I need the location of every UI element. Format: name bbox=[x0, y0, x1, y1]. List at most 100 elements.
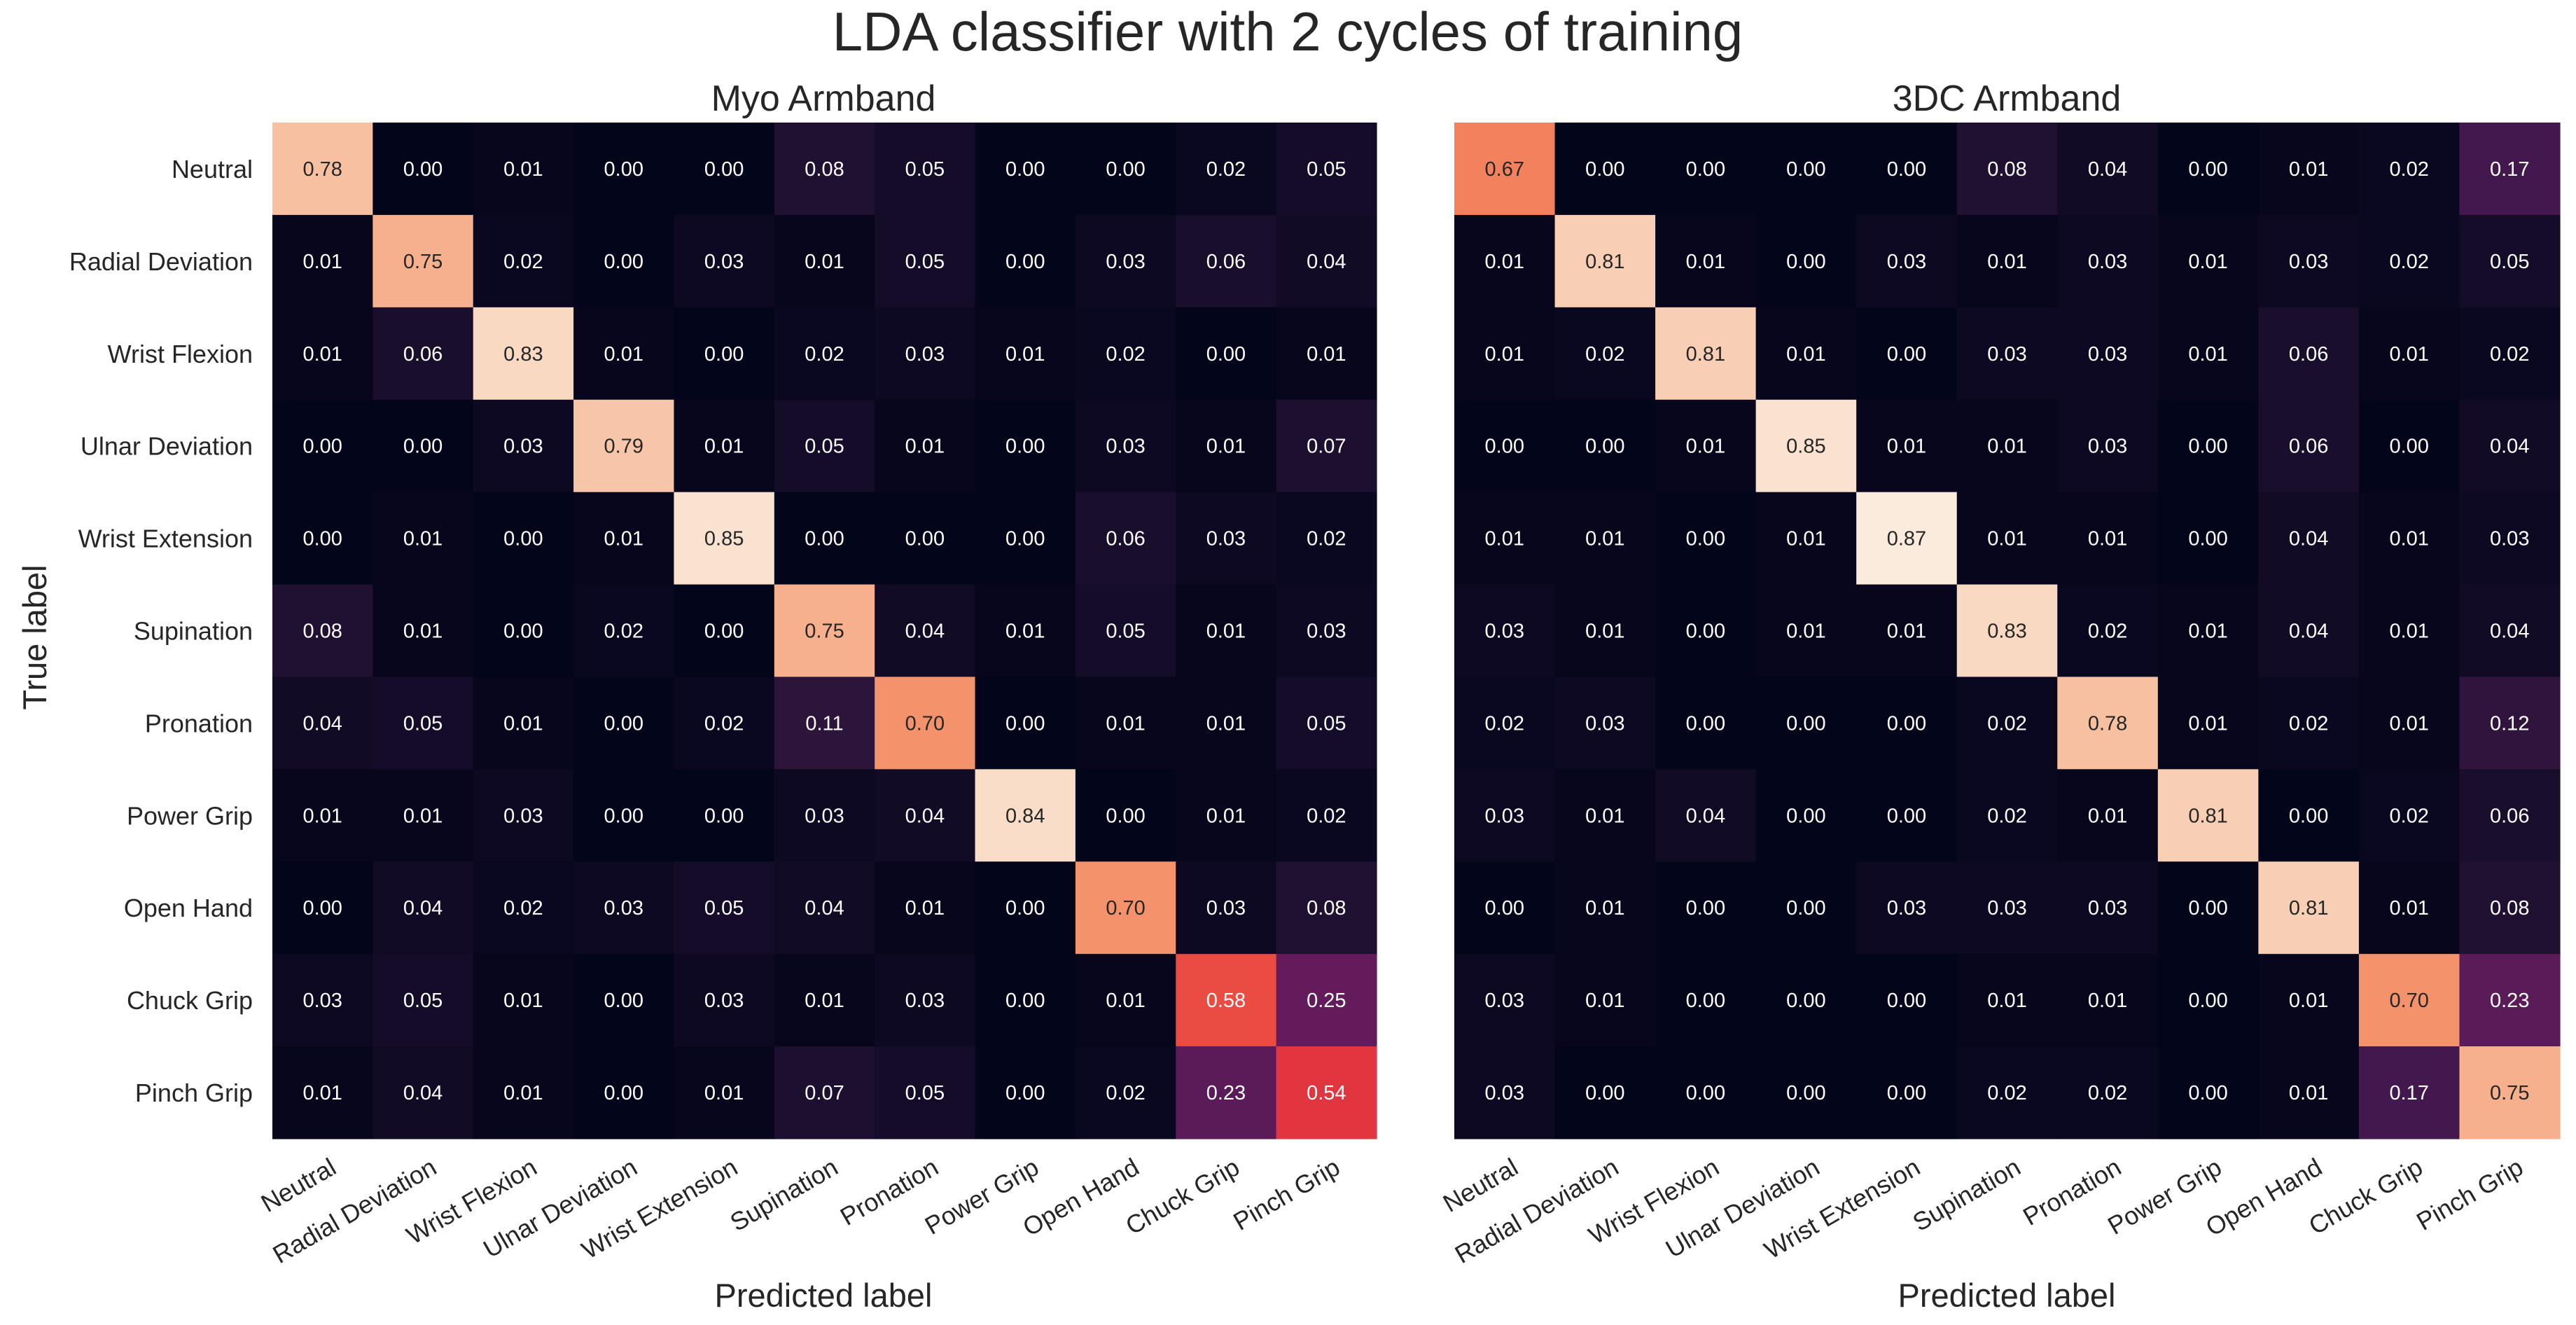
cell-value-label: 0.67 bbox=[1485, 158, 1524, 181]
heatmap-cell bbox=[1454, 861, 1556, 955]
heatmap-cell bbox=[1176, 123, 1277, 216]
heatmap-cell bbox=[2258, 677, 2360, 770]
cell-value-label: 0.00 bbox=[1686, 158, 1725, 181]
heatmap-cell bbox=[272, 584, 373, 678]
cell-value-label: 0.01 bbox=[2289, 990, 2328, 1012]
cell-value-label: 0.03 bbox=[1987, 343, 2026, 366]
cell-value-label: 0.00 bbox=[604, 158, 643, 181]
heatmap-cell bbox=[2057, 954, 2159, 1047]
cell-value-label: 0.11 bbox=[805, 712, 843, 735]
heatmap-cell bbox=[272, 307, 373, 401]
heatmap-cell bbox=[2459, 769, 2561, 862]
cell-value-label: 0.01 bbox=[2289, 1082, 2328, 1104]
cell-value-label: 0.02 bbox=[704, 712, 744, 735]
cell-value-label: 0.00 bbox=[2188, 1082, 2227, 1104]
cell-value-label: 0.70 bbox=[1106, 897, 1145, 920]
heatmap-cell bbox=[875, 954, 976, 1047]
cell-value-label: 0.00 bbox=[1887, 1082, 1926, 1104]
heatmap-cell bbox=[1655, 677, 1757, 770]
heatmap-cell bbox=[1075, 954, 1176, 1047]
cell-value-label: 0.03 bbox=[704, 251, 744, 273]
heatmap-cell bbox=[1755, 677, 1857, 770]
cell-value-label: 0.02 bbox=[2389, 251, 2428, 273]
heatmap-cell bbox=[373, 399, 474, 493]
heatmap-cell bbox=[1075, 1046, 1176, 1139]
y-tick-label: Open Hand bbox=[124, 894, 253, 922]
cell-value-label: 0.02 bbox=[1987, 805, 2026, 827]
cell-value-label: 0.00 bbox=[704, 343, 744, 366]
x-tick-label: Radial Deviation bbox=[268, 1152, 442, 1269]
heatmap-cell bbox=[875, 677, 976, 770]
cell-value-label: 0.01 bbox=[503, 712, 543, 735]
heatmap-cell bbox=[2258, 214, 2360, 308]
cell-value-label: 0.00 bbox=[604, 1082, 643, 1104]
cell-value-label: 0.75 bbox=[403, 251, 443, 273]
cell-value-label: 0.05 bbox=[905, 1082, 945, 1104]
heatmap-cell bbox=[1856, 769, 1958, 862]
x-axis-label: Predicted label bbox=[1898, 1277, 2116, 1314]
cell-value-label: 0.03 bbox=[905, 343, 945, 366]
heatmap-cell bbox=[2358, 677, 2460, 770]
heatmap-cell bbox=[1554, 677, 1656, 770]
heatmap-cell bbox=[1956, 307, 2058, 401]
heatmap-cell bbox=[1655, 861, 1757, 955]
heatmap-cell bbox=[975, 584, 1076, 678]
cell-value-label: 0.23 bbox=[2490, 990, 2529, 1012]
cell-value-label: 0.75 bbox=[805, 620, 844, 643]
cell-value-label: 0.00 bbox=[1206, 343, 1246, 366]
heatmap-cell bbox=[1554, 307, 1656, 401]
cell-value-label: 0.02 bbox=[1206, 158, 1246, 181]
heatmap-cell bbox=[674, 584, 775, 678]
cell-value-label: 0.03 bbox=[805, 805, 844, 827]
heatmap-cell bbox=[1956, 123, 2058, 216]
cell-value-label: 0.00 bbox=[1786, 251, 1825, 273]
cell-value-label: 0.00 bbox=[2188, 528, 2227, 550]
heatmap-cell bbox=[774, 584, 875, 678]
cell-value-label: 0.00 bbox=[604, 990, 643, 1012]
cell-value-label: 0.00 bbox=[1585, 1082, 1624, 1104]
heatmap-cell bbox=[1276, 123, 1377, 216]
cell-value-label: 0.03 bbox=[905, 990, 945, 1012]
heatmap-cell bbox=[1454, 769, 1556, 862]
cell-value-label: 0.01 bbox=[1786, 620, 1825, 643]
cell-value-label: 0.03 bbox=[2088, 251, 2127, 273]
x-tick-label: Supination bbox=[1908, 1152, 2026, 1237]
heatmap-cell bbox=[2157, 861, 2259, 955]
heatmap-cell bbox=[1454, 399, 1556, 493]
heatmap-cell bbox=[1554, 584, 1656, 678]
cell-value-label: 0.01 bbox=[1987, 436, 2026, 458]
heatmap-cell bbox=[1755, 1046, 1857, 1139]
heatmap-cell bbox=[473, 307, 574, 401]
cell-value-label: 0.01 bbox=[905, 897, 945, 920]
x-tick-label: Supination bbox=[725, 1152, 843, 1237]
heatmap-cell bbox=[473, 584, 574, 678]
heatmap-cell bbox=[272, 861, 373, 955]
heatmap-cell bbox=[573, 584, 675, 678]
heatmap-cell bbox=[2258, 123, 2360, 216]
cell-value-label: 0.03 bbox=[1887, 897, 1926, 920]
cell-value-label: 0.01 bbox=[1585, 897, 1624, 920]
cell-value-label: 0.02 bbox=[1485, 712, 1524, 735]
heatmap-cell bbox=[1856, 214, 1958, 308]
cell-value-label: 0.00 bbox=[1005, 158, 1045, 181]
heatmap-cell bbox=[975, 861, 1076, 955]
cell-value-label: 0.07 bbox=[1307, 436, 1346, 458]
heatmap-cell bbox=[1276, 492, 1377, 585]
heatmap-cell bbox=[2258, 492, 2360, 585]
heatmap-cell bbox=[1276, 584, 1377, 678]
heatmap-cell bbox=[1454, 123, 1556, 216]
heatmap-cell bbox=[1655, 214, 1757, 308]
cell-value-label: 0.70 bbox=[905, 712, 945, 735]
heatmap-cell bbox=[875, 307, 976, 401]
heatmap-cell bbox=[1655, 399, 1757, 493]
heatmap-cell bbox=[1755, 769, 1857, 862]
cell-value-label: 0.70 bbox=[2389, 990, 2428, 1012]
heatmap-cell bbox=[875, 214, 976, 308]
heatmap-cell bbox=[1176, 399, 1277, 493]
heatmap-cell bbox=[573, 769, 675, 862]
cell-value-label: 0.01 bbox=[1987, 528, 2026, 550]
heatmap-cell bbox=[1755, 954, 1857, 1047]
cell-value-label: 0.00 bbox=[704, 158, 744, 181]
cell-value-label: 0.05 bbox=[2490, 251, 2529, 273]
cell-value-label: 0.01 bbox=[1786, 528, 1825, 550]
